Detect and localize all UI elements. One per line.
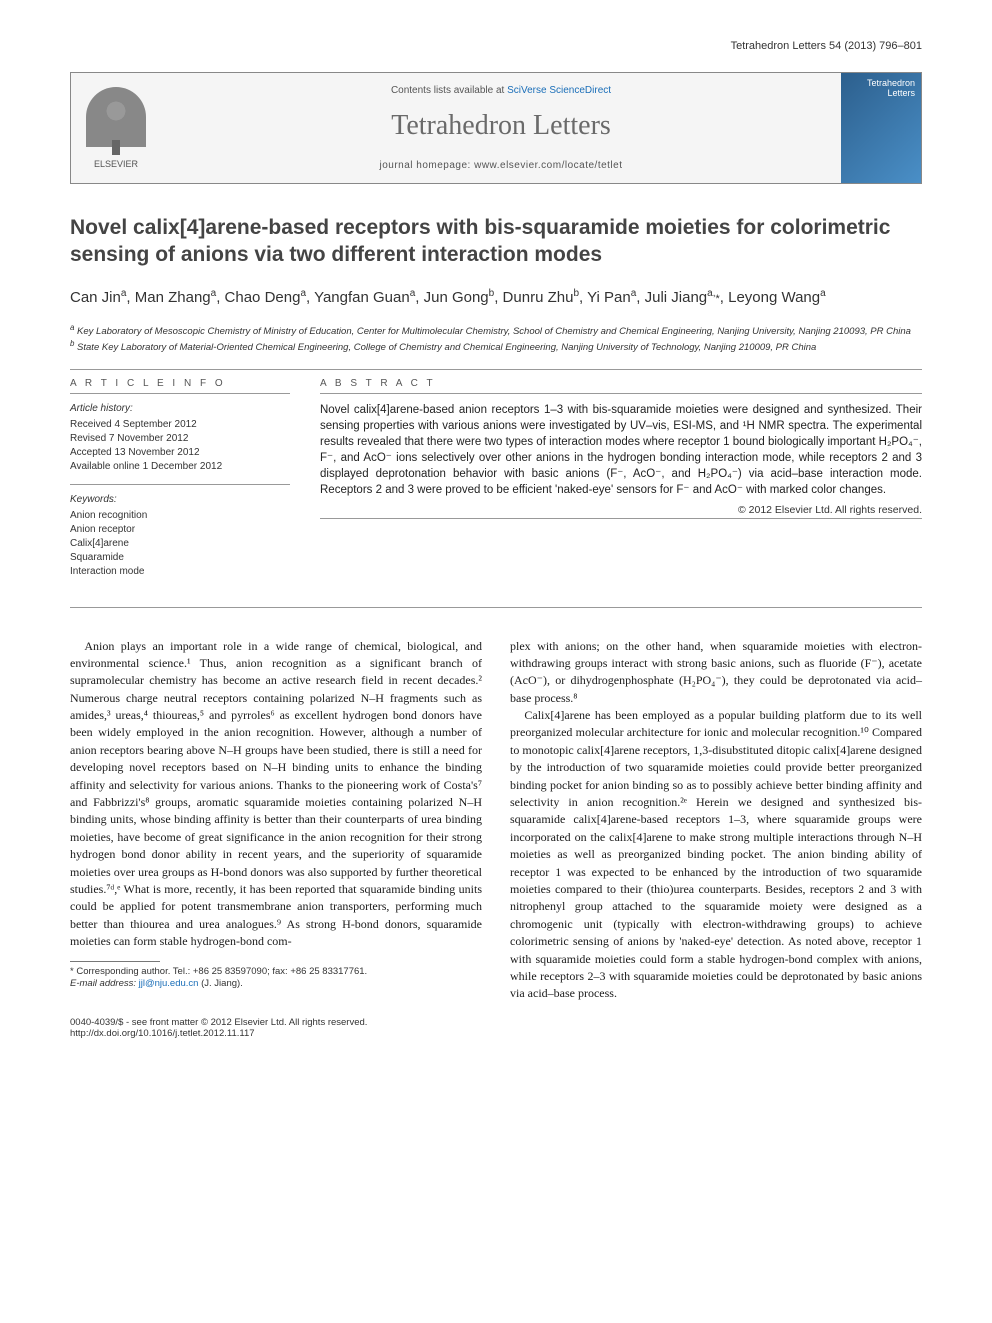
abstract-heading: A B S T R A C T [320, 378, 922, 394]
keyword: Anion receptor [70, 523, 290, 537]
affiliations: a Key Laboratory of Mesoscopic Chemistry… [70, 322, 922, 355]
email-footnote: E-mail address: jjl@nju.edu.cn (J. Jiang… [70, 978, 482, 990]
revised-date: Revised 7 November 2012 [70, 432, 290, 446]
abstract-column: A B S T R A C T Novel calix[4]arene-base… [320, 378, 922, 589]
body-paragraph: Calix[4]arene has been employed as a pop… [510, 707, 922, 1003]
body-paragraph: Anion plays an important role in a wide … [70, 638, 482, 951]
received-date: Received 4 September 2012 [70, 418, 290, 432]
email-suffix: (J. Jiang). [198, 978, 242, 989]
corresponding-email-link[interactable]: jjl@nju.edu.cn [139, 978, 199, 989]
abstract-text: Novel calix[4]arene-based anion receptor… [320, 402, 922, 499]
publisher-logo: ELSEVIER [71, 73, 161, 183]
affiliation-b: b State Key Laboratory of Material-Orien… [70, 338, 922, 354]
divider [70, 369, 922, 370]
keywords-block: Keywords: Anion recognition Anion recept… [70, 493, 290, 579]
footer-left: 0040-4039/$ - see front matter © 2012 El… [70, 1017, 367, 1039]
abstract-copyright: © 2012 Elsevier Ltd. All rights reserved… [320, 504, 922, 516]
cover-title: Tetrahedron Letters [847, 79, 915, 99]
homepage-url[interactable]: www.elsevier.com/locate/tetlet [474, 160, 622, 171]
doi-link[interactable]: http://dx.doi.org/10.1016/j.tetlet.2012.… [70, 1028, 367, 1039]
history-label: Article history: [70, 402, 290, 416]
article-history-block: Article history: Received 4 September 20… [70, 402, 290, 474]
corresponding-author-footnote: * Corresponding author. Tel.: +86 25 835… [70, 966, 482, 978]
contents-prefix: Contents lists available at [391, 85, 507, 96]
keyword: Interaction mode [70, 565, 290, 579]
front-matter-line: 0040-4039/$ - see front matter © 2012 El… [70, 1017, 367, 1028]
journal-name: Tetrahedron Letters [173, 110, 829, 142]
article-info-column: A R T I C L E I N F O Article history: R… [70, 378, 290, 589]
online-date: Available online 1 December 2012 [70, 460, 290, 474]
body-text-columns: Anion plays an important role in a wide … [70, 638, 922, 1003]
journal-header-center: Contents lists available at SciVerse Sci… [161, 73, 841, 183]
journal-cover-thumbnail: Tetrahedron Letters [841, 73, 921, 183]
keywords-label: Keywords: [70, 493, 290, 507]
authors-list: Can Jina, Man Zhanga, Chao Denga, Yangfa… [70, 287, 922, 308]
journal-header-box: ELSEVIER Contents lists available at Sci… [70, 72, 922, 184]
affiliation-a: a Key Laboratory of Mesoscopic Chemistry… [70, 322, 922, 338]
article-info-heading: A R T I C L E I N F O [70, 378, 290, 394]
info-abstract-row: A R T I C L E I N F O Article history: R… [70, 378, 922, 589]
footnote-separator [70, 961, 160, 962]
keyword: Squaramide [70, 551, 290, 565]
page-footer: 0040-4039/$ - see front matter © 2012 El… [70, 1017, 922, 1039]
running-head: Tetrahedron Letters 54 (2013) 796–801 [70, 40, 922, 52]
elsevier-tree-icon [86, 87, 146, 147]
page-container: Tetrahedron Letters 54 (2013) 796–801 EL… [0, 0, 992, 1079]
sciencedirect-link[interactable]: SciVerse ScienceDirect [507, 85, 611, 96]
keyword: Anion recognition [70, 509, 290, 523]
homepage-label: journal homepage: [379, 160, 474, 171]
divider [320, 518, 922, 519]
accepted-date: Accepted 13 November 2012 [70, 446, 290, 460]
journal-homepage-line: journal homepage: www.elsevier.com/locat… [173, 160, 829, 171]
body-paragraph: plex with anions; on the other hand, whe… [510, 638, 922, 708]
divider [70, 484, 290, 485]
keyword: Calix[4]arene [70, 537, 290, 551]
publisher-label: ELSEVIER [94, 159, 138, 169]
email-label: E-mail address: [70, 978, 139, 989]
section-divider [70, 607, 922, 608]
contents-available-line: Contents lists available at SciVerse Sci… [173, 85, 829, 96]
article-title: Novel calix[4]arene-based receptors with… [70, 214, 922, 269]
